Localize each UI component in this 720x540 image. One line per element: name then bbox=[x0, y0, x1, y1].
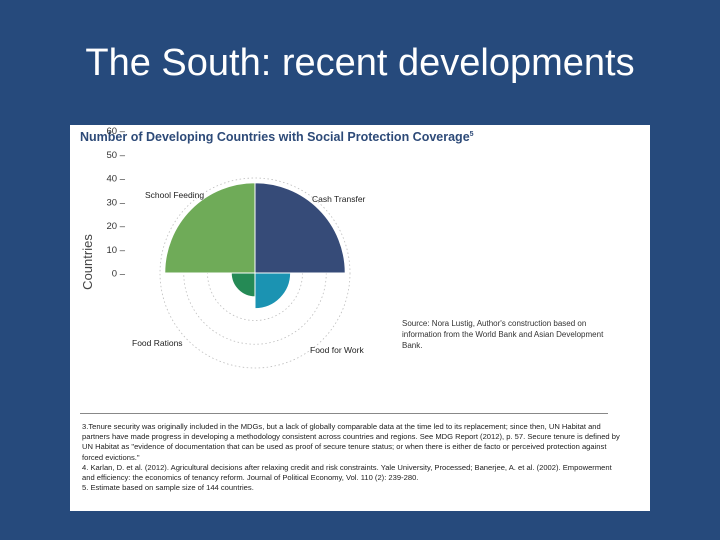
y-axis-label: Countries bbox=[80, 234, 95, 290]
category-label-school-feeding: School Feeding bbox=[145, 190, 204, 200]
footnote-5: 5. Estimate based on sample size of 144 … bbox=[82, 483, 254, 493]
wedge-food-rations bbox=[230, 272, 256, 298]
y-tick-label: 60 – bbox=[107, 126, 126, 137]
y-tick-label: 30 – bbox=[107, 197, 126, 208]
y-tick-label: 0 – bbox=[112, 269, 126, 280]
y-tick-label: 40 – bbox=[107, 174, 126, 185]
category-label-food-rations: Food Rations bbox=[132, 338, 183, 348]
slide-title: The South: recent developments bbox=[85, 42, 635, 84]
wedge-school-feeding bbox=[164, 182, 256, 274]
notes-divider bbox=[80, 413, 608, 414]
y-tick-label: 10 – bbox=[107, 245, 126, 256]
chart-title-text: Number of Developing Countries with Soci… bbox=[80, 130, 470, 144]
polar-area-chart: 60 – 50 – 40 – 30 – 20 – 10 – 0 – Countries Scho… bbox=[80, 126, 366, 369]
category-label-food-for-work: Food for Work bbox=[310, 345, 364, 355]
footnote-3: 3.Tenure security was originally include… bbox=[82, 422, 620, 462]
chart-source: Source: Nora Lustig, Author's constructi… bbox=[402, 319, 604, 350]
grid-circle-3 bbox=[159, 177, 351, 369]
y-tick-label: 20 – bbox=[107, 221, 126, 232]
chart-figure: Number of Developing Countries with Soci… bbox=[70, 125, 650, 511]
category-label-cash-transfer: Cash Transfer bbox=[312, 194, 366, 204]
wedge-cash-transfer bbox=[254, 182, 346, 274]
chart-title-note: 5 bbox=[469, 130, 474, 138]
y-tick-label: 50 – bbox=[107, 150, 126, 161]
footnotes: 3.Tenure security was originally include… bbox=[82, 422, 622, 493]
wedge-food-for-work bbox=[254, 272, 292, 310]
chart-title: Number of Developing Countries with Soci… bbox=[80, 130, 474, 144]
footnote-4: 4. Karlan, D. et al. (2012). Agricultura… bbox=[82, 462, 612, 483]
